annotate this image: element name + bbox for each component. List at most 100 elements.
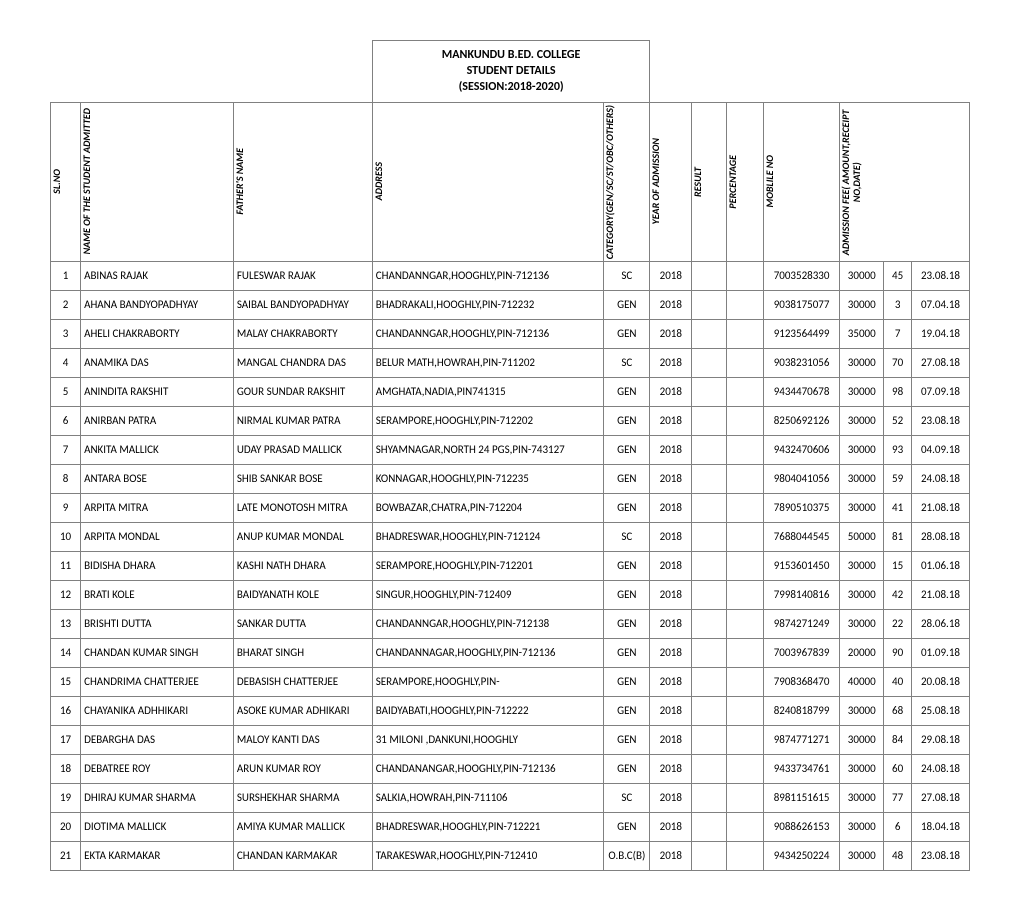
cell-name: ANINDITA RAKSHIT bbox=[81, 377, 234, 406]
cell-address: KONNAGAR,HOOGHLY,PIN-712235 bbox=[372, 464, 603, 493]
cell-sl: 15 bbox=[51, 667, 81, 696]
cell-category: GEN bbox=[604, 377, 650, 406]
cell-percentage bbox=[726, 493, 763, 522]
cell-mobile: 9088626153 bbox=[763, 812, 839, 841]
table-row: 8ANTARA BOSESHIB SANKAR BOSEKONNAGAR,HOO… bbox=[51, 464, 970, 493]
cell-year: 2018 bbox=[650, 812, 692, 841]
cell-father: ANUP KUMAR MONDAL bbox=[233, 522, 372, 551]
cell-fee2: 15 bbox=[884, 551, 912, 580]
cell-fee2: 45 bbox=[884, 261, 912, 290]
cell-father: DEBASISH CHATTERJEE bbox=[233, 667, 372, 696]
cell-sl: 11 bbox=[51, 551, 81, 580]
cell-name: ANAMIKA DAS bbox=[81, 348, 234, 377]
cell-fee1: 35000 bbox=[840, 319, 884, 348]
cell-sl: 17 bbox=[51, 725, 81, 754]
cell-mobile: 9038175077 bbox=[763, 290, 839, 319]
cell-category: GEN bbox=[604, 464, 650, 493]
cell-address: BHADRESWAR,HOOGHLY,PIN-712221 bbox=[372, 812, 603, 841]
title-line2: STUDENT DETAILS bbox=[373, 63, 650, 79]
cell-mobile: 7890510375 bbox=[763, 493, 839, 522]
cell-category: GEN bbox=[604, 290, 650, 319]
cell-percentage bbox=[726, 841, 763, 870]
header-sl: SL.NO bbox=[51, 102, 81, 261]
cell-mobile: 9874771271 bbox=[763, 725, 839, 754]
cell-fee1: 30000 bbox=[840, 290, 884, 319]
cell-name: DEBATREE ROY bbox=[81, 754, 234, 783]
cell-name: BRISHTI DUTTA bbox=[81, 609, 234, 638]
header-result: RESULT bbox=[692, 102, 727, 261]
cell-fee2: 60 bbox=[884, 754, 912, 783]
cell-result bbox=[692, 638, 727, 667]
cell-sl: 4 bbox=[51, 348, 81, 377]
title-line1: MANKUNDU B.ED. COLLEGE bbox=[373, 47, 650, 63]
cell-fee2: 22 bbox=[884, 609, 912, 638]
cell-name: DHIRAJ KUMAR SHARMA bbox=[81, 783, 234, 812]
cell-fee1: 30000 bbox=[840, 551, 884, 580]
cell-sl: 5 bbox=[51, 377, 81, 406]
cell-percentage bbox=[726, 261, 763, 290]
cell-category: GEN bbox=[604, 609, 650, 638]
cell-mobile: 9432470606 bbox=[763, 435, 839, 464]
cell-result bbox=[692, 551, 727, 580]
cell-fee3: 07.09.18 bbox=[912, 377, 970, 406]
cell-mobile: 7688044545 bbox=[763, 522, 839, 551]
cell-fee1: 30000 bbox=[840, 725, 884, 754]
header-mobile: MOBLILE NO bbox=[763, 102, 839, 261]
table-row: 10 ARPITA MONDAL ANUP KUMAR MONDALBHADRE… bbox=[51, 522, 970, 551]
cell-father: SURSHEKHAR SHARMA bbox=[233, 783, 372, 812]
cell-result bbox=[692, 464, 727, 493]
cell-fee1: 30000 bbox=[840, 464, 884, 493]
cell-category: GEN bbox=[604, 493, 650, 522]
student-table: MANKUNDU B.ED. COLLEGE STUDENT DETAILS (… bbox=[50, 40, 970, 871]
cell-name: ANTARA BOSE bbox=[81, 464, 234, 493]
cell-result bbox=[692, 377, 727, 406]
cell-percentage bbox=[726, 725, 763, 754]
cell-sl: 20 bbox=[51, 812, 81, 841]
cell-result bbox=[692, 522, 727, 551]
cell-fee2: 84 bbox=[884, 725, 912, 754]
cell-name: ANIRBAN PATRA bbox=[81, 406, 234, 435]
cell-fee1: 30000 bbox=[840, 261, 884, 290]
cell-father: MALOY KANTI DAS bbox=[233, 725, 372, 754]
cell-percentage bbox=[726, 580, 763, 609]
cell-fee2: 90 bbox=[884, 638, 912, 667]
cell-mobile: 8981151615 bbox=[763, 783, 839, 812]
cell-result bbox=[692, 812, 727, 841]
header-address: ADDRESS bbox=[372, 102, 603, 261]
cell-percentage bbox=[726, 609, 763, 638]
cell-father: MANGAL CHANDRA DAS bbox=[233, 348, 372, 377]
table-row: 18DEBATREE ROYARUN KUMAR ROYCHANDANANGAR… bbox=[51, 754, 970, 783]
cell-fee3: 23.08.18 bbox=[912, 841, 970, 870]
college-title: MANKUNDU B.ED. COLLEGE STUDENT DETAILS (… bbox=[372, 41, 650, 103]
cell-name: ABINAS RAJAK bbox=[81, 261, 234, 290]
header-name: NAME OF THE STUDENT ADMITTED bbox=[81, 102, 234, 261]
cell-fee2: 3 bbox=[884, 290, 912, 319]
table-row: 6 ANIRBAN PATRA NIRMAL KUMAR PATRASERAMP… bbox=[51, 406, 970, 435]
table-row: 17DEBARGHA DAS MALOY KANTI DAS31 MILONI … bbox=[51, 725, 970, 754]
table-row: 3AHELI CHAKRABORTYMALAY CHAKRABORTYCHAND… bbox=[51, 319, 970, 348]
cell-fee2: 98 bbox=[884, 377, 912, 406]
header-fee: ADMISSION FEE( AMOUNT,RECEIPT NO,DATE) bbox=[840, 102, 970, 261]
cell-address: BOWBAZAR,CHATRA,PIN-712204 bbox=[372, 493, 603, 522]
cell-category: GEN bbox=[604, 667, 650, 696]
cell-name: ANKITA MALLICK bbox=[81, 435, 234, 464]
cell-name: DIOTIMA MALLICK bbox=[81, 812, 234, 841]
cell-fee3: 21.08.18 bbox=[912, 493, 970, 522]
cell-mobile: 9804041056 bbox=[763, 464, 839, 493]
cell-percentage bbox=[726, 812, 763, 841]
cell-sl: 7 bbox=[51, 435, 81, 464]
cell-fee1: 30000 bbox=[840, 493, 884, 522]
cell-name: CHANDAN KUMAR SINGH bbox=[81, 638, 234, 667]
cell-percentage bbox=[726, 348, 763, 377]
cell-category: SC bbox=[604, 348, 650, 377]
cell-fee3: 23.08.18 bbox=[912, 406, 970, 435]
cell-percentage bbox=[726, 638, 763, 667]
title-row: MANKUNDU B.ED. COLLEGE STUDENT DETAILS (… bbox=[51, 41, 970, 103]
cell-father: CHANDAN KARMAKAR bbox=[233, 841, 372, 870]
cell-result bbox=[692, 406, 727, 435]
cell-fee3: 18.04.18 bbox=[912, 812, 970, 841]
cell-fee2: 6 bbox=[884, 812, 912, 841]
cell-result bbox=[692, 493, 727, 522]
table-row: 19DHIRAJ KUMAR SHARMASURSHEKHAR SHARMASA… bbox=[51, 783, 970, 812]
cell-year: 2018 bbox=[650, 348, 692, 377]
